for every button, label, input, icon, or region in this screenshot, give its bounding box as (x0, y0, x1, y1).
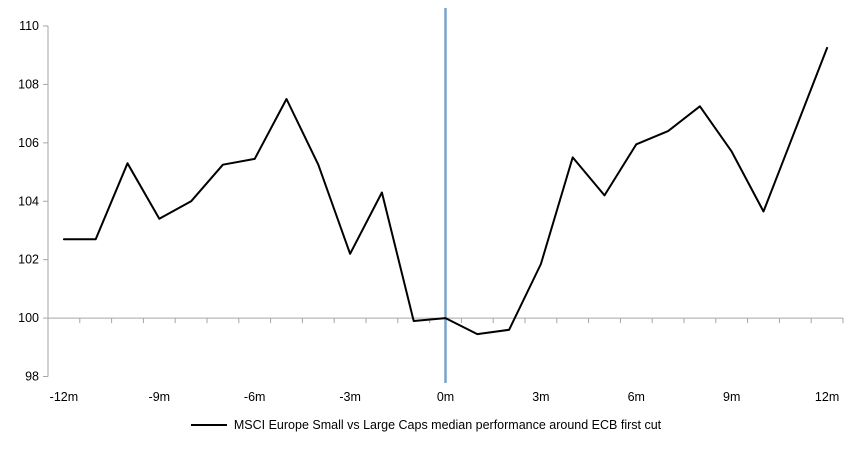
x-tick-label: -6m (244, 390, 266, 404)
legend-label: MSCI Europe Small vs Large Caps median p… (233, 418, 662, 432)
x-tick-label: 12m (815, 390, 839, 404)
x-tick-label: 3m (532, 390, 549, 404)
x-tick-label: 0m (437, 390, 454, 404)
x-tick-label: -3m (339, 390, 361, 404)
x-tick-label: -9m (149, 390, 171, 404)
y-tick-label: 98 (25, 370, 39, 384)
chart-legend: MSCI Europe Small vs Large Caps median p… (0, 418, 852, 432)
y-tick-label: 108 (18, 77, 39, 91)
y-tick-label: 104 (18, 194, 39, 208)
series-line-msci (62, 46, 829, 336)
y-tick-label: 100 (18, 311, 39, 325)
x-tick-label: -12m (50, 390, 78, 404)
legend-line-swatch (190, 424, 227, 426)
x-tick-label: 6m (628, 390, 645, 404)
y-tick-label: 102 (18, 253, 39, 267)
y-tick-label: 110 (19, 19, 39, 33)
y-tick-label: 106 (18, 136, 39, 150)
x-tick-label: 9m (723, 390, 740, 404)
